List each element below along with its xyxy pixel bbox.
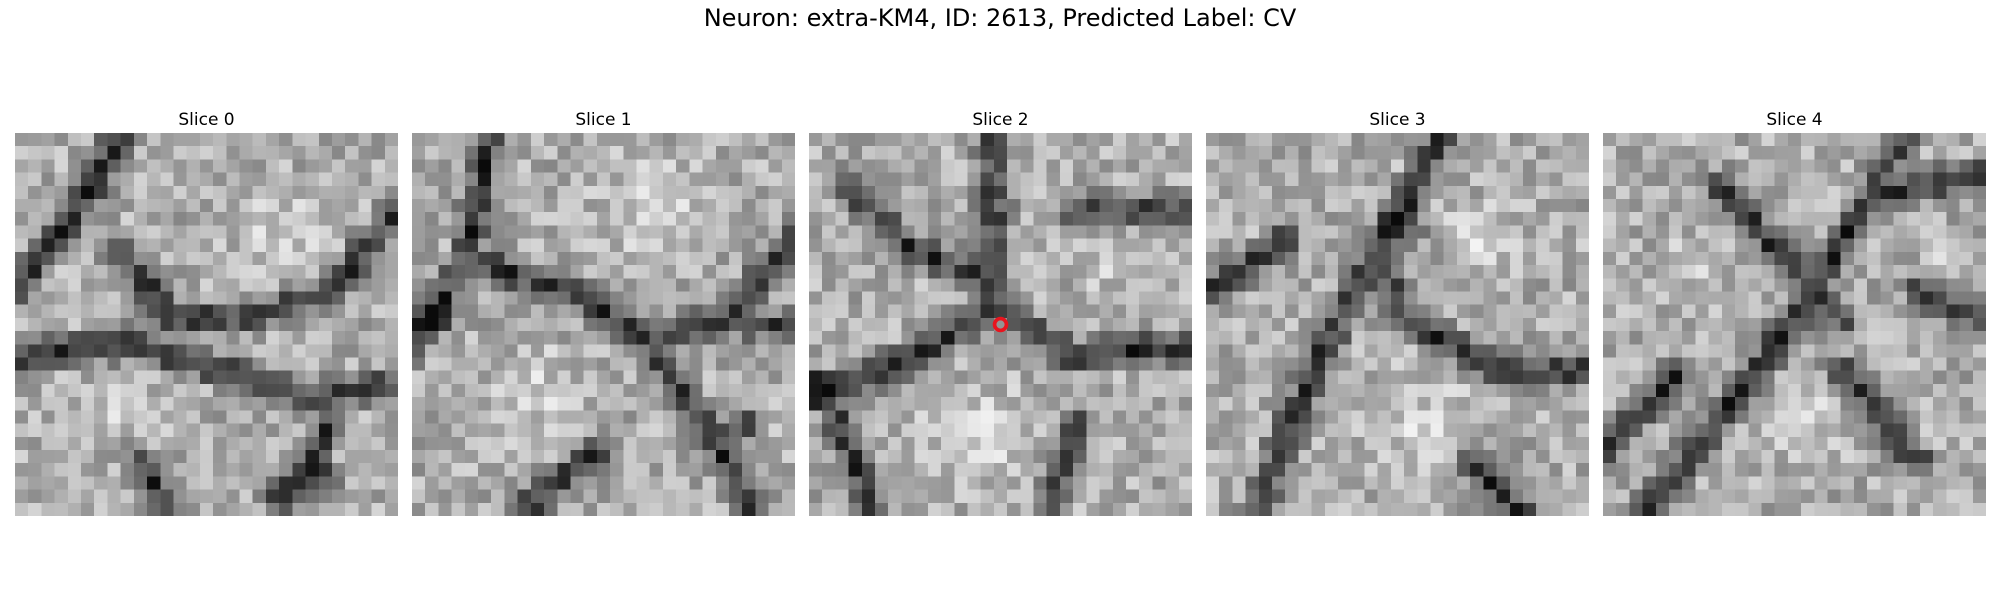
slice-panel-3: Slice 3 [1206, 107, 1589, 516]
slice-panel-2: Slice 2 [809, 107, 1192, 516]
center-marker [992, 316, 1009, 333]
slice-image-0 [15, 133, 398, 516]
slice-image-4 [1603, 133, 1986, 516]
slice-title-4: Slice 4 [1766, 110, 1823, 130]
figure-title: Neuron: extra-KM4, ID: 2613, Predicted L… [703, 4, 1297, 32]
slice-panel-0: Slice 0 [15, 107, 398, 516]
slice-panel-1: Slice 1 [412, 107, 795, 516]
slice-title-0: Slice 0 [178, 110, 235, 130]
slice-title-3: Slice 3 [1369, 110, 1426, 130]
slice-image-2 [809, 133, 1192, 516]
slice-image-3 [1206, 133, 1589, 516]
slice-panel-4: Slice 4 [1603, 107, 1986, 516]
slice-title-2: Slice 2 [972, 110, 1029, 130]
slice-title-1: Slice 1 [575, 110, 632, 130]
slice-image-1 [412, 133, 795, 516]
